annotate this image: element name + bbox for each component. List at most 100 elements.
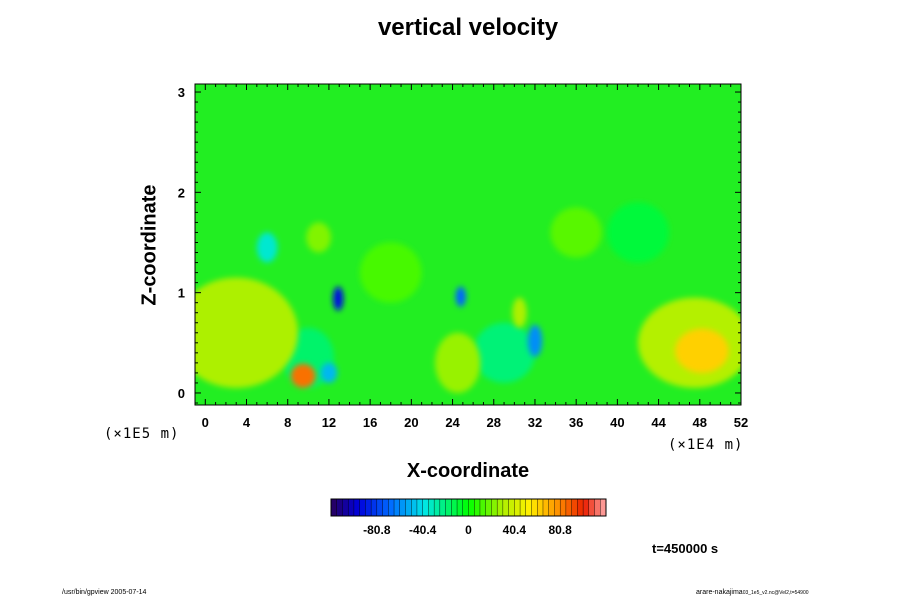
velocity-cell-9 <box>473 322 535 383</box>
colorbar-segment <box>376 498 384 517</box>
y-tick-label-0: 0 <box>178 386 185 401</box>
colorbar-segment <box>365 498 372 517</box>
velocity-cell-14 <box>550 207 602 258</box>
colorbar-segment <box>519 498 527 517</box>
chart-title: vertical velocity <box>377 14 559 41</box>
x-tick-label-8: 32 <box>528 415 542 430</box>
colorbar-segment <box>577 498 584 517</box>
colorbar-segment <box>347 498 355 517</box>
colorbar-segment <box>594 498 601 517</box>
colorbar-segment <box>370 498 378 517</box>
colorbar-segment <box>439 498 447 517</box>
colorbar-segment <box>422 498 429 517</box>
colorbar-frame <box>330 498 607 517</box>
colorbar-segment <box>330 498 338 517</box>
plot-frame <box>194 83 742 406</box>
colorbar-tick-label-4: 80.8 <box>548 523 572 537</box>
velocity-cell-8 <box>320 362 338 383</box>
x-tick-label-1: 4 <box>243 415 251 430</box>
colorbar-segment <box>479 498 487 517</box>
y-tick-label-1: 1 <box>178 286 185 301</box>
velocity-cell-5 <box>333 286 344 311</box>
colorbar: -80.8 -40.4 0 40.4 80.8 <box>330 498 607 537</box>
colorbar-segment <box>342 498 349 517</box>
velocity-cell-0 <box>675 328 729 373</box>
colorbar-tick-label-0: -80.8 <box>363 523 391 537</box>
x-tick-label-3: 12 <box>322 415 336 430</box>
colorbar-segment <box>554 498 561 517</box>
colorbar-segment <box>336 498 343 517</box>
colorbar-segment <box>456 498 464 517</box>
colorbar-tick-label-1: -40.4 <box>409 523 437 537</box>
colorbar-segment <box>514 498 521 517</box>
colorbar-segment <box>537 498 544 517</box>
colorbar-segment <box>485 498 492 517</box>
velocity-field <box>195 202 741 393</box>
y-axis-unit: (×1E5 m) <box>104 426 180 442</box>
x-tick-label-11: 44 <box>651 415 666 430</box>
x-axis-label: X-coordinate <box>406 460 530 482</box>
x-tick-label-10: 40 <box>610 415 624 430</box>
x-tick-label-2: 8 <box>284 415 291 430</box>
colorbar-segment <box>474 498 481 517</box>
footer-file: 03_1e5_v2.nc@Vel2,t=54900 <box>742 590 809 596</box>
colorbar-tick-label-2: 0 <box>465 523 472 537</box>
x-tick-label-13: 52 <box>734 415 748 430</box>
colorbar-segment <box>508 498 515 517</box>
velocity-cell-4 <box>435 332 481 393</box>
footer-source: arare-nakajima03_1e5_v2.nc@Vel2,t=54900 <box>696 589 809 596</box>
colorbar-segment <box>416 498 424 517</box>
colorbar-segment <box>559 498 567 517</box>
colorbar-segment <box>588 498 596 517</box>
velocity-cell-2 <box>195 277 299 388</box>
velocity-cell-7 <box>527 324 543 357</box>
colorbar-segment <box>582 498 590 517</box>
x-tick-label-6: 24 <box>445 415 460 430</box>
x-tick-label-0: 0 <box>202 415 209 430</box>
x-tick-label-7: 28 <box>487 415 501 430</box>
y-tick-label-2: 2 <box>178 185 185 200</box>
colorbar-segment <box>359 498 366 517</box>
colorbar-segment <box>600 498 607 517</box>
colorbar-segment <box>496 498 504 517</box>
colorbar-segment <box>565 498 573 517</box>
colorbar-segment <box>468 498 475 517</box>
velocity-cell-15 <box>359 242 422 303</box>
time-annotation: t=450000 s <box>652 541 719 556</box>
colorbar-segment <box>502 498 510 517</box>
colorbar-segment <box>428 498 435 517</box>
colorbar-segment <box>542 498 550 517</box>
colorbar-segment <box>571 498 578 517</box>
velocity-cell-12 <box>306 222 331 253</box>
colorbar-segment <box>445 498 452 517</box>
colorbar-segment <box>548 498 555 517</box>
colorbar-tick-label-3: 40.4 <box>503 523 527 537</box>
x-tick-label-12: 48 <box>693 415 707 430</box>
colorbar-segment <box>405 498 412 517</box>
colorbar-segment <box>393 498 401 517</box>
colorbar-segment <box>399 498 406 517</box>
colorbar-segment <box>411 498 418 517</box>
velocity-cell-16 <box>607 202 669 263</box>
colorbar-segment <box>462 498 470 517</box>
footer-command: /usr/bin/gpview 2005-07-14 <box>62 589 147 596</box>
colorbar-segment <box>531 498 538 517</box>
x-tick-label-4: 16 <box>363 415 377 430</box>
x-tick-label-9: 36 <box>569 415 583 430</box>
y-tick-label-3: 3 <box>178 85 185 100</box>
colorbar-segment <box>382 498 389 517</box>
colorbar-segment <box>353 498 361 517</box>
colorbar-segment <box>433 498 441 517</box>
colorbar-segment <box>451 498 458 517</box>
colorbar-segment <box>388 498 395 517</box>
footer-author: arare-nakajima <box>696 589 743 596</box>
colorbar-segment <box>491 498 498 517</box>
velocity-cell-13 <box>512 297 527 328</box>
x-axis-unit: (×1E4 m) <box>668 437 744 453</box>
x-tick-label-5: 20 <box>404 415 418 430</box>
velocity-cell-3 <box>290 363 316 388</box>
velocity-cell-6 <box>455 286 466 307</box>
colorbar-segment <box>525 498 533 517</box>
velocity-cell-10 <box>256 232 278 263</box>
